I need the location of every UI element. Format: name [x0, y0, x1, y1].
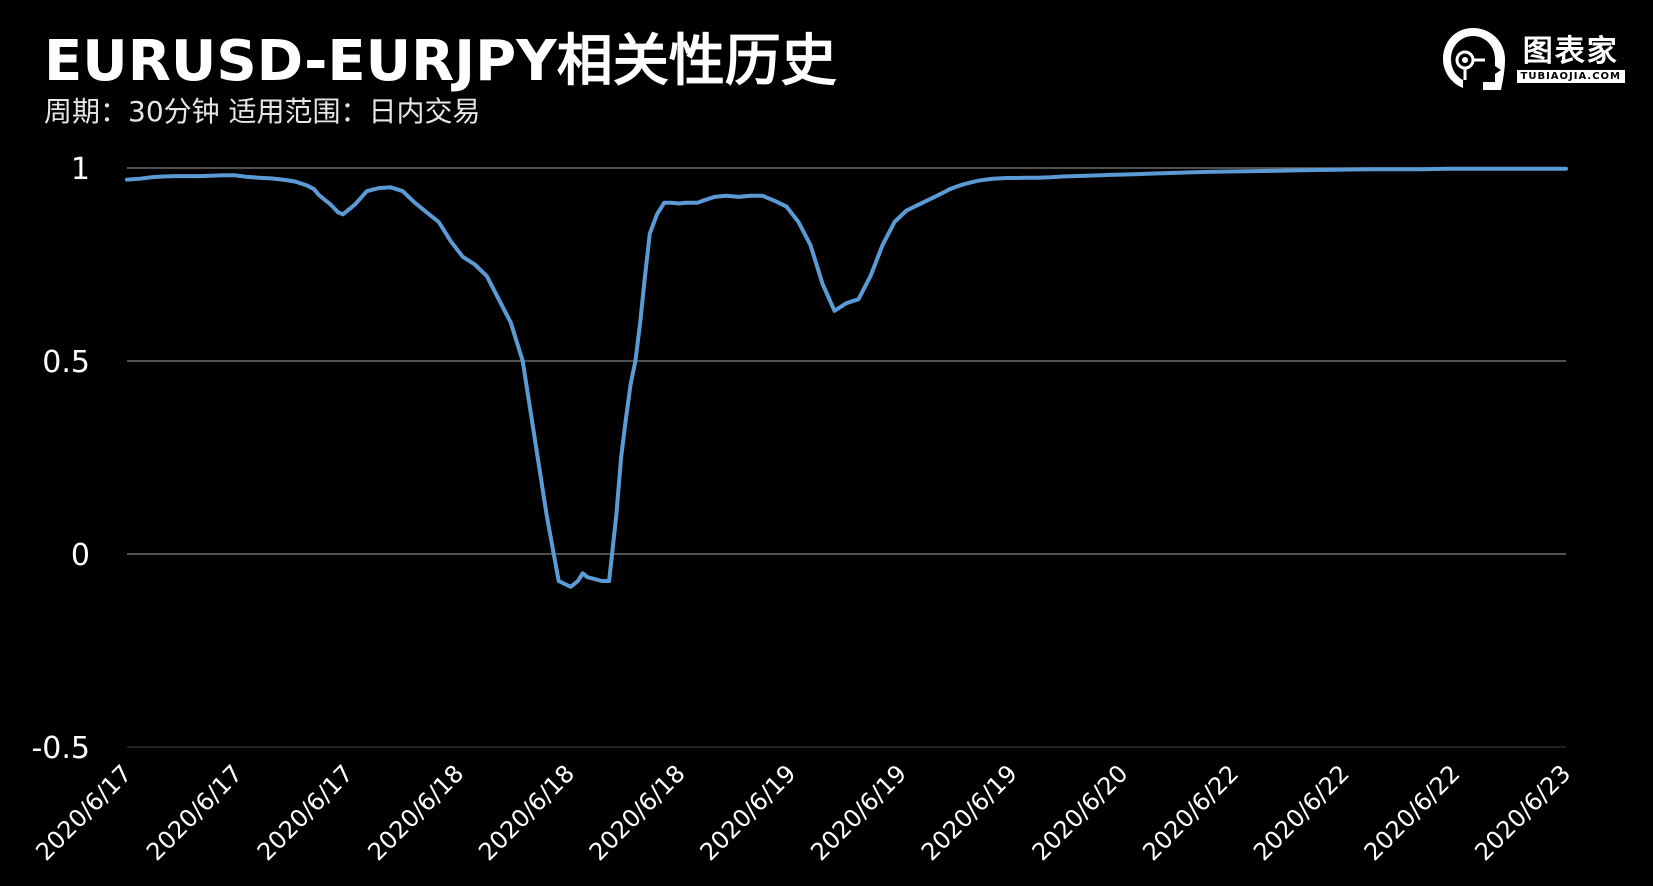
- x-tick-label: 2020/6/22: [1359, 759, 1466, 866]
- x-tick-label: 2020/6/19: [916, 759, 1023, 866]
- brand-domain: TUBIAOJIA.COM: [1516, 70, 1625, 83]
- x-tick-label: 2020/6/22: [1248, 759, 1355, 866]
- x-tick-label: 2020/6/17: [141, 759, 248, 866]
- x-tick-label: 2020/6/19: [805, 759, 912, 866]
- x-tick-label: 2020/6/22: [1137, 759, 1244, 866]
- x-tick-label: 2020/6/18: [584, 759, 691, 866]
- x-tick-label: 2020/6/18: [363, 759, 470, 866]
- robot-head-icon: [1439, 26, 1507, 92]
- brand-logo[interactable]: 图表家 TUBIAOJIA.COM: [1439, 26, 1625, 92]
- x-tick-label: 2020/6/18: [473, 759, 580, 866]
- x-tick-label: 2020/6/23: [1469, 759, 1576, 866]
- chart-title: EURUSD-EURJPY相关性历史: [44, 29, 837, 94]
- chart-subtitle: 周期：30分钟 适用范围：日内交易: [44, 95, 481, 128]
- x-tick-label: 2020/6/19: [695, 759, 802, 866]
- brand-name: 图表家: [1522, 34, 1619, 69]
- y-tick-label: 0.5: [42, 345, 90, 380]
- y-tick-label: 1: [71, 152, 90, 187]
- series-line: [125, 166, 1568, 589]
- x-tick-label: 2020/6/17: [30, 759, 137, 866]
- y-tick-label: 0: [71, 538, 90, 573]
- y-tick-label: -0.5: [31, 731, 90, 766]
- x-tick-label: 2020/6/20: [1027, 759, 1134, 866]
- x-tick-label: 2020/6/17: [252, 759, 359, 866]
